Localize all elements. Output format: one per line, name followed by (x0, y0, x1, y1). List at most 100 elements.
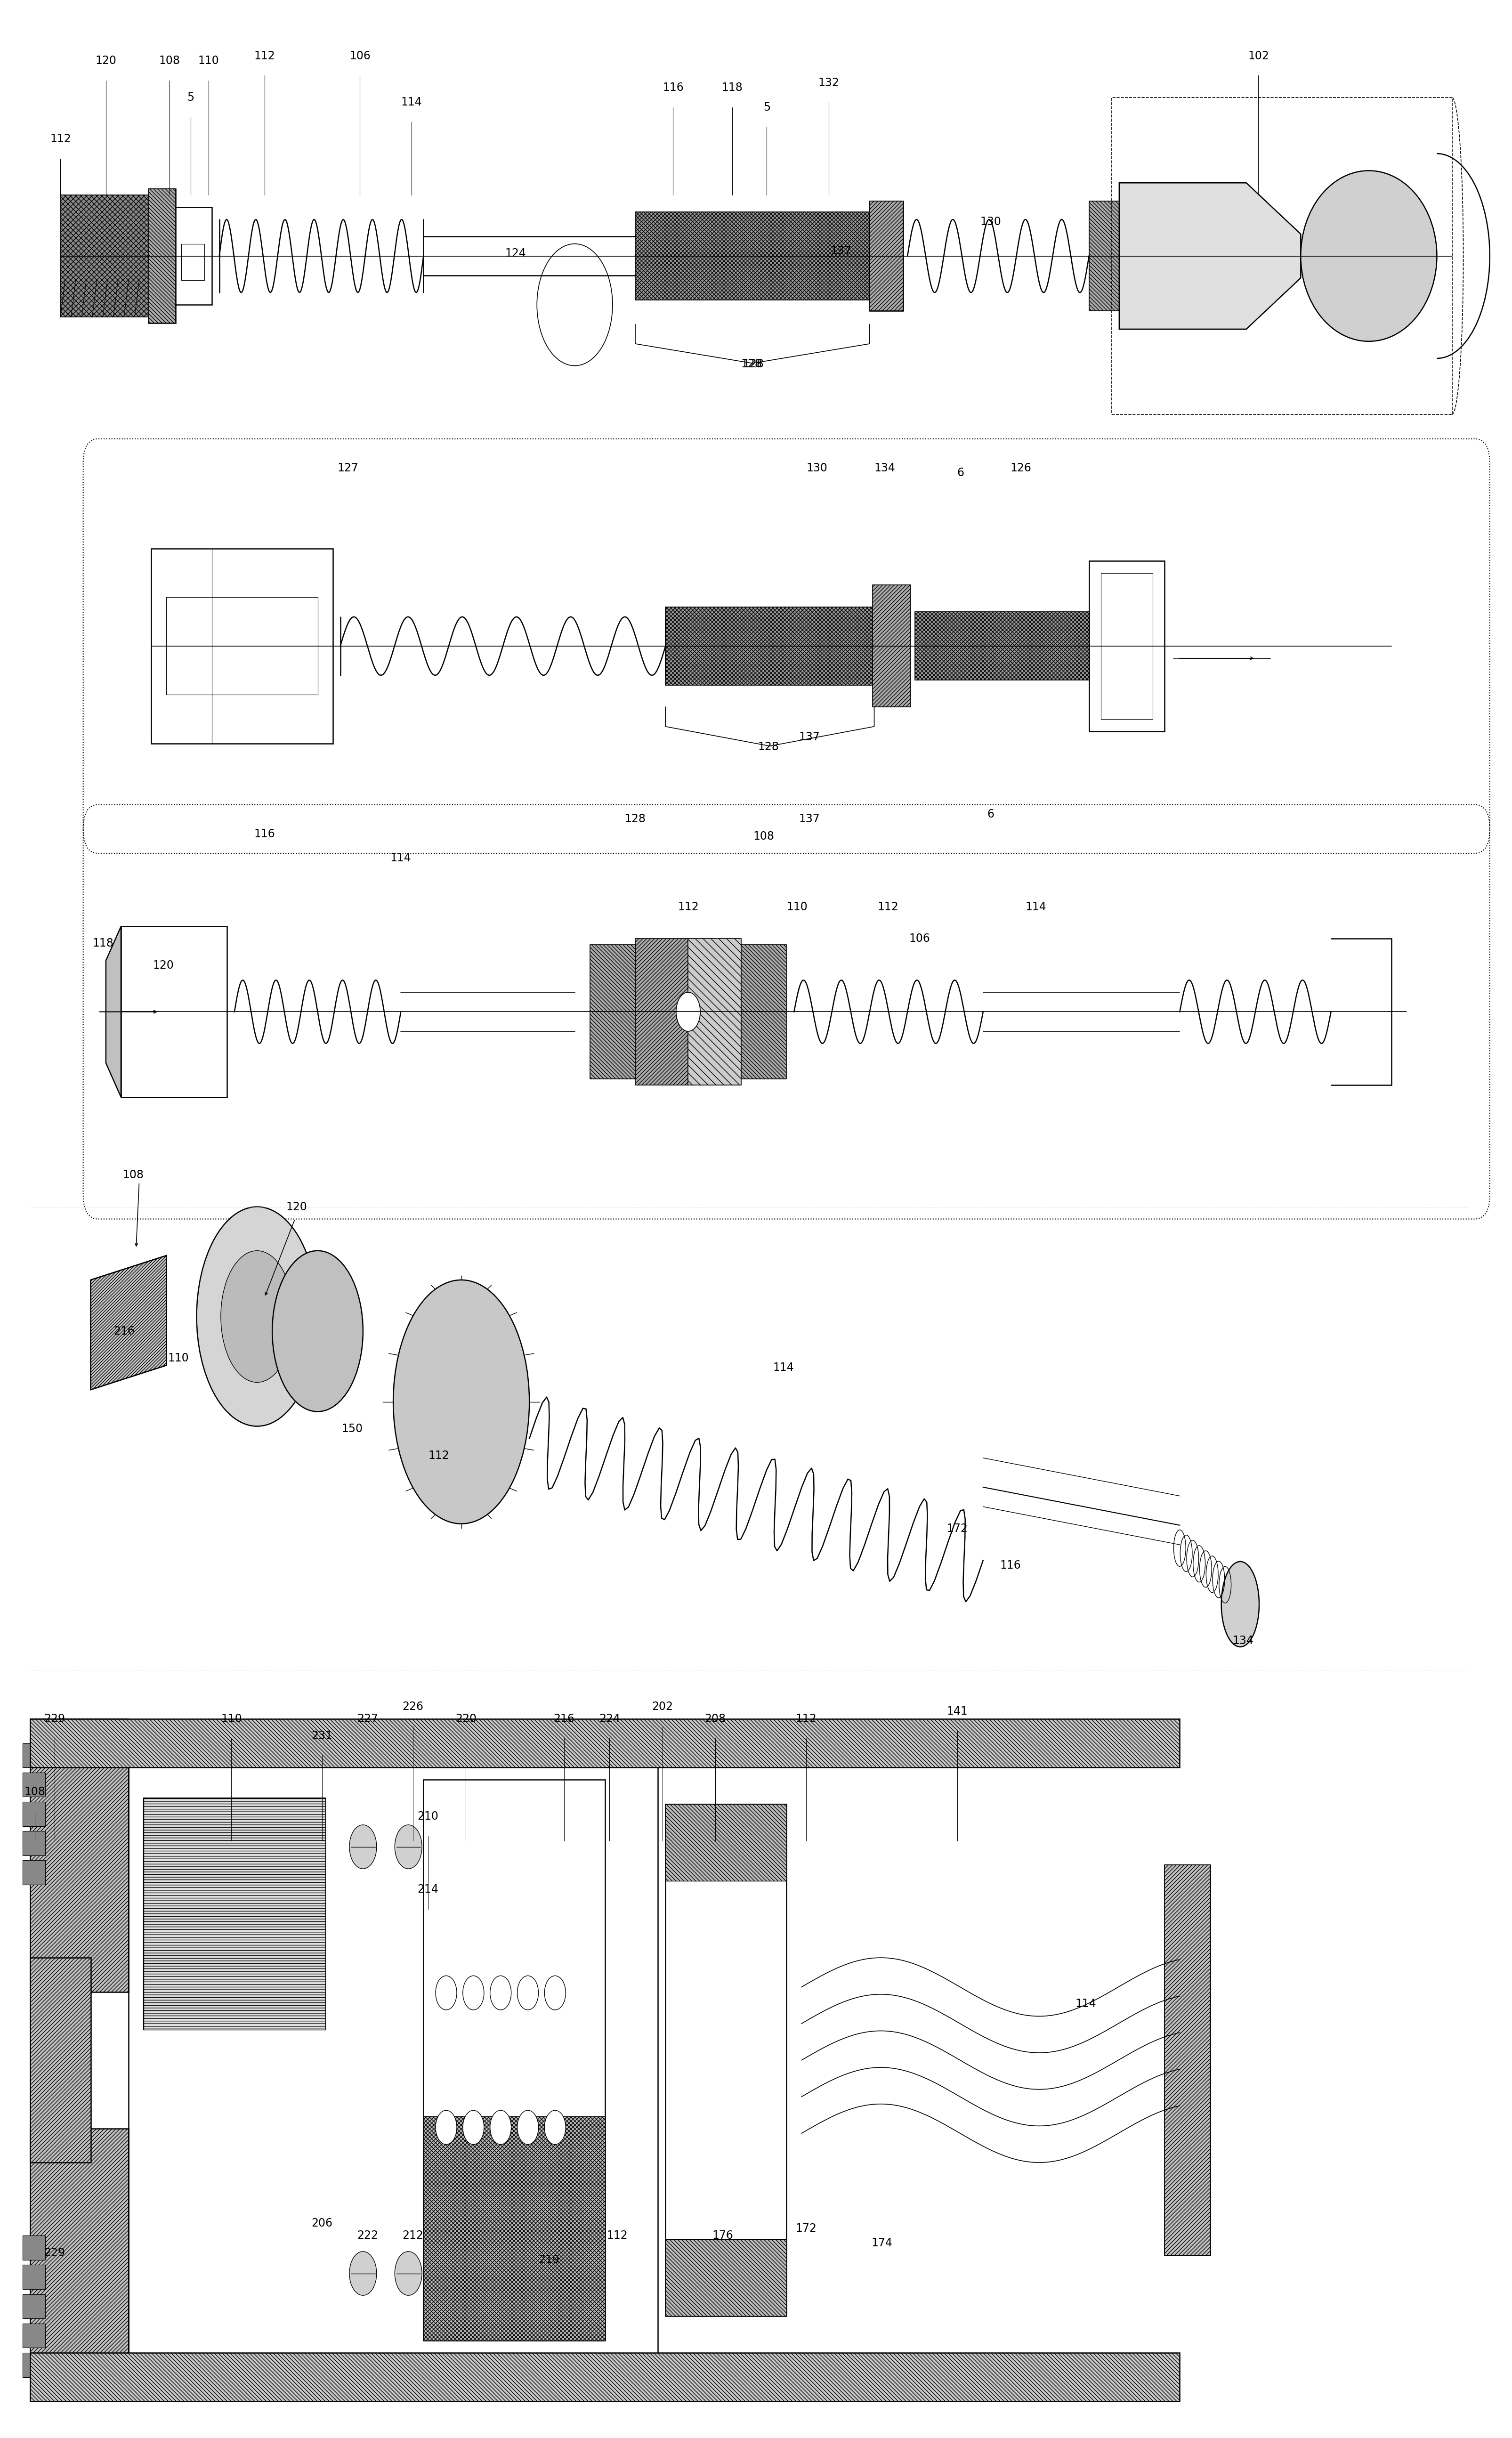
Circle shape (435, 1975, 457, 2009)
Text: 231: 231 (311, 1731, 333, 1741)
Bar (635, 212, 877, 300)
Text: 130: 130 (980, 217, 1001, 227)
Text: 110: 110 (786, 902, 807, 912)
Bar (144, 1799, 325, 2028)
Text: 174: 174 (871, 2238, 892, 2248)
Bar (665, 1804, 786, 1882)
Text: 120: 120 (286, 1202, 307, 1212)
Text: 208: 208 (705, 1714, 726, 1724)
Ellipse shape (1222, 1560, 1258, 1648)
Text: 118: 118 (92, 939, 113, 948)
Bar (30, 1719, 1179, 1768)
Text: 106: 106 (909, 934, 930, 944)
Bar (635, 939, 688, 1085)
Circle shape (435, 2111, 457, 2145)
Text: 137: 137 (830, 246, 851, 256)
Bar (23, 1743, 45, 1768)
Text: 128: 128 (741, 358, 762, 371)
Text: 229: 229 (44, 2248, 65, 2258)
Text: 110: 110 (198, 56, 219, 66)
Text: 134: 134 (874, 463, 895, 473)
Text: 114: 114 (390, 853, 411, 863)
Bar (129, 1755, 658, 2365)
Bar (148, 188, 175, 322)
Bar (23, 1802, 45, 1826)
Text: 108: 108 (753, 831, 774, 841)
Text: 134: 134 (1232, 1636, 1253, 1646)
Bar (23, 2353, 45, 2377)
Bar (174, 207, 212, 305)
Text: 116: 116 (254, 829, 275, 839)
Circle shape (395, 2253, 422, 2297)
Text: 137: 137 (798, 814, 820, 824)
Text: 114: 114 (773, 1363, 794, 1373)
Text: 120: 120 (153, 961, 174, 970)
Text: 118: 118 (721, 83, 742, 93)
Circle shape (544, 1975, 565, 2009)
Polygon shape (106, 926, 121, 1097)
Text: 216: 216 (113, 1326, 135, 1336)
Text: 108: 108 (159, 56, 180, 66)
Circle shape (517, 2111, 538, 2145)
Polygon shape (1119, 183, 1300, 329)
Circle shape (490, 1975, 511, 2009)
Bar (30, 1958, 91, 2163)
Bar (1111, 98, 1452, 414)
Text: 5: 5 (187, 93, 194, 102)
Polygon shape (91, 1256, 166, 1390)
Text: 220: 220 (455, 1714, 476, 1724)
Bar (23, 1772, 45, 1797)
Text: 172: 172 (795, 2223, 816, 2233)
Bar (30, 2128, 129, 2401)
Text: 127: 127 (337, 463, 358, 473)
Text: 112: 112 (677, 902, 699, 912)
Ellipse shape (1300, 171, 1436, 341)
Bar (1101, 573, 1152, 719)
Circle shape (395, 1824, 422, 1870)
Circle shape (676, 992, 700, 1031)
Circle shape (463, 2111, 484, 2145)
Circle shape (490, 2111, 511, 2145)
Bar (23, 2236, 45, 2260)
Bar (23, 2323, 45, 2348)
Bar (60, 195, 151, 317)
Text: 112: 112 (877, 902, 898, 912)
Bar (30, 2353, 1179, 2401)
Text: 114: 114 (1025, 902, 1046, 912)
Text: 106: 106 (349, 51, 370, 61)
Text: 112: 112 (50, 134, 71, 144)
Bar (423, 1780, 605, 2340)
Text: 226: 226 (402, 1702, 423, 1711)
Text: 6: 6 (987, 809, 993, 819)
Text: 120: 120 (95, 56, 116, 66)
Text: 112: 112 (606, 2231, 627, 2241)
Text: 172: 172 (947, 1524, 968, 1534)
Text: 108: 108 (122, 1170, 144, 1180)
Text: 108: 108 (24, 1787, 45, 1797)
Text: 137: 137 (798, 731, 820, 744)
Ellipse shape (197, 1207, 318, 1426)
Bar (688, 939, 741, 1085)
Text: 126: 126 (1010, 463, 1031, 473)
Bar (144, 1799, 325, 2028)
Polygon shape (91, 1256, 166, 1390)
Text: 224: 224 (599, 1714, 620, 1724)
Text: 150: 150 (342, 1424, 363, 1434)
Bar (1164, 1865, 1210, 2255)
Text: 210: 210 (417, 1811, 438, 1821)
Text: 112: 112 (795, 1714, 816, 1724)
Text: 112: 112 (254, 51, 275, 61)
Bar (869, 202, 903, 312)
Text: 219: 219 (538, 2255, 559, 2265)
Text: 102: 102 (1247, 51, 1269, 61)
Bar (23, 2294, 45, 2319)
Text: 214: 214 (417, 1885, 438, 1894)
Text: 128: 128 (742, 358, 764, 371)
Text: 227: 227 (357, 1714, 378, 1724)
Text: 212: 212 (402, 2231, 423, 2241)
Circle shape (544, 2111, 565, 2145)
Circle shape (517, 1975, 538, 2009)
Bar (121, 926, 227, 1097)
Text: 114: 114 (1075, 1999, 1096, 2009)
Text: 216: 216 (553, 1714, 575, 1724)
